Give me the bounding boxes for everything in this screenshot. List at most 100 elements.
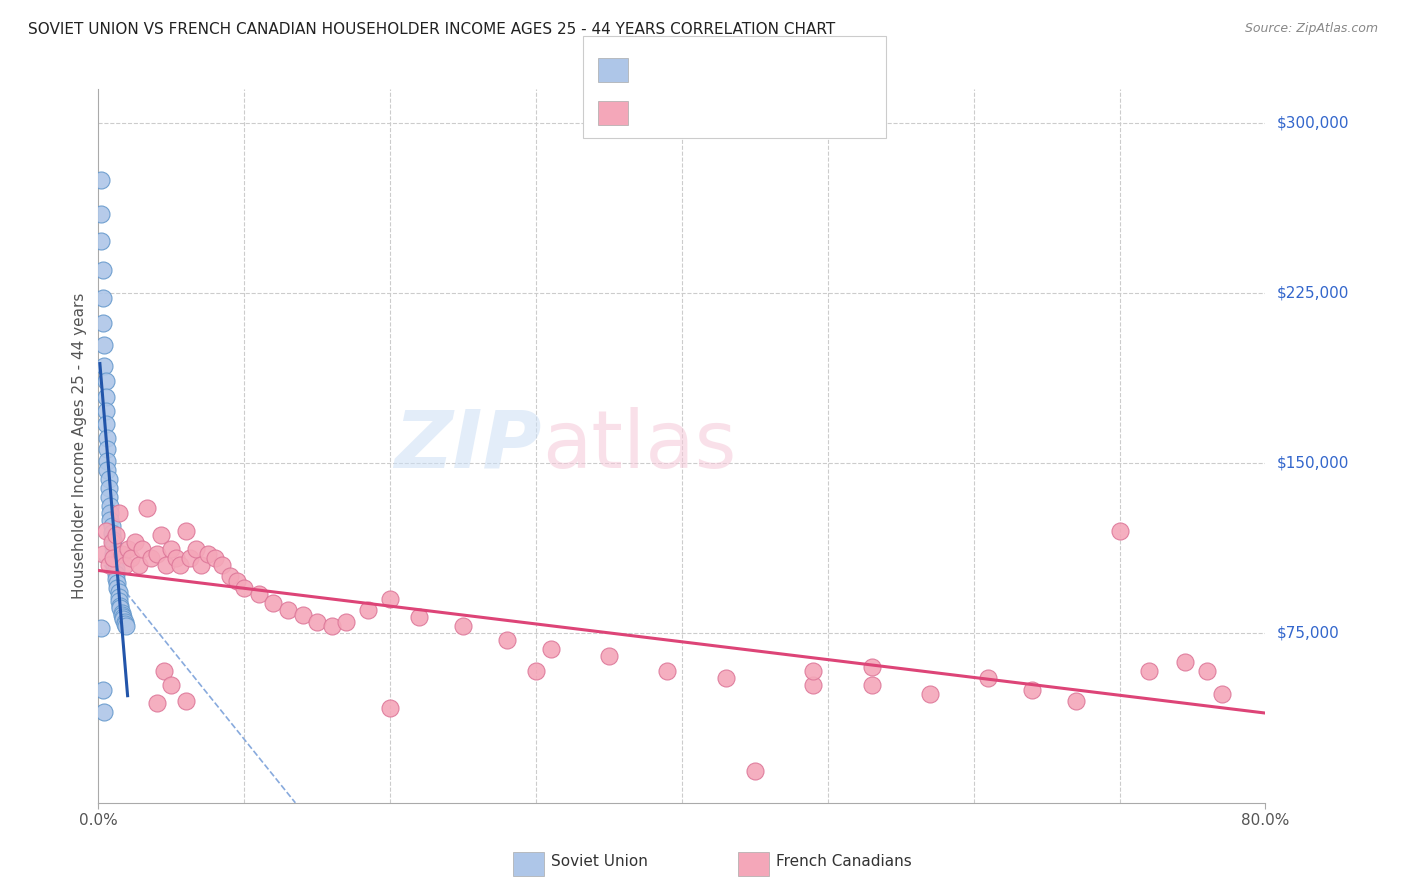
Point [94,417,117,432]
Point [104,528,127,542]
Point [233,581,256,595]
Point [1064,694,1087,708]
Point [91,291,114,305]
Point [90,207,112,221]
Point [97,481,120,495]
Point [100,526,122,541]
Point [117,542,139,557]
Point [100,519,122,533]
Text: N =: N = [738,62,775,79]
Point [98,513,121,527]
Point [714,671,737,685]
Point [128,558,150,572]
Point [114,558,136,572]
Point [540,641,562,656]
Point [451,619,474,633]
Point [94,390,117,404]
Text: -0.112: -0.112 [679,62,738,79]
Text: R =: R = [637,104,673,122]
Point [174,694,197,708]
Point [111,607,134,622]
Point [93,705,115,719]
Point [307,615,329,629]
Point [96,463,118,477]
Point [91,263,114,277]
Point [94,524,117,538]
Point [101,547,124,561]
Point [94,404,117,418]
Point [91,547,114,561]
Point [1211,687,1233,701]
Point [108,585,131,599]
Text: ZIP: ZIP [395,407,541,485]
Point [111,547,134,561]
Point [204,551,226,566]
Point [179,551,201,566]
Point [103,551,125,566]
Point [169,558,191,572]
Point [291,607,314,622]
Point [657,665,679,679]
Point [97,472,120,486]
Point [801,678,824,692]
Point [524,665,547,679]
Point [108,506,131,520]
Point [226,574,249,588]
Point [96,454,118,468]
Point [101,533,124,547]
Point [197,547,219,561]
Point [860,660,883,674]
Point [408,610,430,624]
Text: SOVIET UNION VS FRENCH CANADIAN HOUSEHOLDER INCOME AGES 25 - 44 YEARS CORRELATIO: SOVIET UNION VS FRENCH CANADIAN HOUSEHOL… [28,22,835,37]
Point [977,671,1000,685]
Point [131,542,153,557]
Point [801,665,824,679]
Point [495,632,517,647]
Point [918,687,941,701]
Point [598,648,620,663]
Point [262,597,284,611]
Point [146,547,169,561]
Point [247,587,270,601]
Text: Soviet Union: Soviet Union [551,855,648,869]
Text: Source: ZipAtlas.com: Source: ZipAtlas.com [1244,22,1378,36]
Point [104,566,127,581]
Point [165,551,187,566]
Point [114,615,136,629]
Point [94,375,117,389]
Point [277,603,299,617]
Text: 68: 68 [780,104,803,122]
Point [105,581,128,595]
Point [97,558,120,572]
Point [104,572,127,586]
Point [110,599,132,613]
Point [1137,665,1160,679]
Text: $75,000: $75,000 [1277,625,1340,640]
Point [1021,682,1043,697]
Text: N =: N = [738,104,775,122]
Point [1174,656,1197,670]
Point [93,359,115,373]
Y-axis label: Householder Income Ages 25 - 44 years: Householder Income Ages 25 - 44 years [72,293,87,599]
Text: 49: 49 [780,62,804,79]
Text: R =: R = [637,62,673,79]
Point [174,524,197,538]
Point [101,551,124,566]
Point [93,338,115,352]
Point [211,558,233,572]
Point [108,590,131,604]
Point [96,442,118,457]
Point [90,621,112,635]
Point [1108,524,1130,538]
Point [90,173,112,187]
Text: French Canadians: French Canadians [776,855,912,869]
Point [91,682,114,697]
Point [186,542,208,557]
Point [160,678,183,692]
Point [112,612,135,626]
Point [1195,665,1218,679]
Point [378,591,402,606]
Point [115,619,138,633]
Point [98,506,121,520]
Point [135,501,157,516]
